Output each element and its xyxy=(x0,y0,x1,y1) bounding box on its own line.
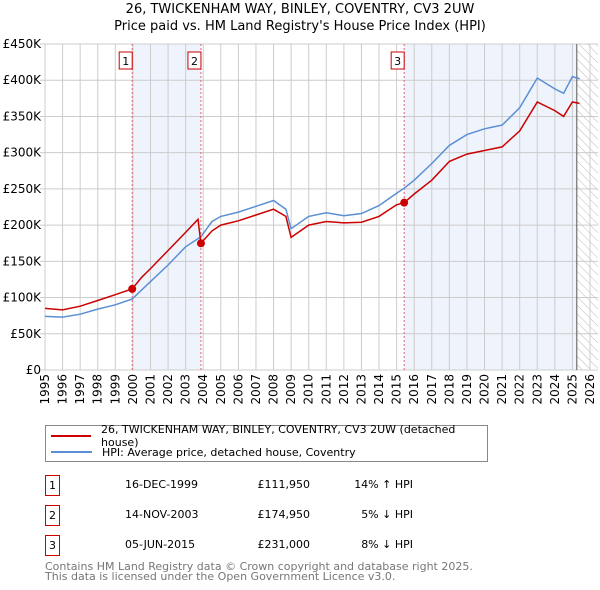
sale-marker-box: 3 xyxy=(45,535,60,556)
x-tick-label: 2012 xyxy=(337,374,351,405)
sale-marker-box xyxy=(187,51,202,70)
footer-line-1: Contains HM Land Registry data © Crown c… xyxy=(45,560,473,573)
chart-plot: 1995 1996 1997 1998 1999 2000 2001 2002 2003 2004… xyxy=(3,37,598,405)
x-tick-label: 2025 xyxy=(565,374,579,405)
x-tick-label: 2000 xyxy=(126,374,140,405)
x-tick-label: 2018 xyxy=(442,374,456,405)
sale-marker-box xyxy=(118,51,133,70)
sale-hpi-diff: 14% ↑ HPI xyxy=(354,478,413,491)
sale-marker-box: 1 xyxy=(45,475,60,496)
sale-marker-label: 1 xyxy=(122,55,129,68)
legend-swatch-blue xyxy=(51,451,92,453)
legend-item-property: 26, TWICKENHAM WAY, BINLEY, COVENTRY, CV… xyxy=(51,423,487,449)
x-tick-label: 2024 xyxy=(548,374,562,405)
footer-line-2: This data is licensed under the Open Gov… xyxy=(45,570,396,583)
sale-price: £231,000 xyxy=(257,538,311,551)
y-tick-label: £350K xyxy=(3,109,43,123)
price-line xyxy=(44,101,580,311)
x-tick-label: 1999 xyxy=(108,374,122,405)
x-tick-label: 1995 xyxy=(38,374,52,405)
sale-row: 1 16-DEC-1999 £111,950 14% ↑ HPI xyxy=(45,475,465,497)
x-tick-label: 2014 xyxy=(372,374,386,405)
sale-price: £174,950 xyxy=(257,508,311,521)
legend-swatch-red xyxy=(51,435,92,437)
sale-marker-label: 2 xyxy=(191,55,198,68)
legend-item-hpi: HPI: Average price, detached house, Cove… xyxy=(51,444,356,460)
x-tick-label: 2017 xyxy=(425,374,439,405)
sale-row: 3 05-JUN-2015 £231,000 8% ↓ HPI xyxy=(45,535,465,557)
y-tick-label: £300K xyxy=(3,146,43,160)
shaded-period xyxy=(404,44,577,370)
y-tick-label: £200K xyxy=(3,218,43,232)
sale-marker-label: 3 xyxy=(394,55,401,68)
x-tick-label: 2023 xyxy=(530,374,544,405)
legend-label: HPI: Average price, detached house, Cove… xyxy=(102,445,356,459)
shaded-period xyxy=(132,44,201,370)
sale-point xyxy=(400,198,409,207)
x-tick-label: 2011 xyxy=(319,374,333,405)
chart-title: 26, TWICKENHAM WAY, BINLEY, COVENTRY, CV… xyxy=(125,2,475,17)
x-tick-label: 1997 xyxy=(73,374,87,405)
sale-marker-box: 2 xyxy=(45,505,60,526)
sale-date: 05-JUN-2015 xyxy=(125,538,196,551)
x-tick-label: 2002 xyxy=(161,374,175,405)
sale-row: 2 14-NOV-2003 £174,950 5% ↓ HPI xyxy=(45,505,465,527)
sale-marker-box xyxy=(390,51,405,70)
projection-hatch xyxy=(576,44,598,370)
sale-point xyxy=(128,284,137,293)
x-tick-label: 2005 xyxy=(214,374,228,405)
y-tick-label: £150K xyxy=(3,254,43,268)
legend-label: 26, TWICKENHAM WAY, BINLEY, COVENTRY, CV… xyxy=(101,423,456,449)
sale-price: £111,950 xyxy=(257,478,311,491)
x-tick-label: 2015 xyxy=(390,374,404,405)
legend: 26, TWICKENHAM WAY, BINLEY, COVENTRY, CV… xyxy=(45,423,488,462)
y-tick-label: £50K xyxy=(10,327,42,341)
x-tick-label: 2003 xyxy=(179,374,193,405)
x-tick-label: 2019 xyxy=(460,374,474,405)
x-tick-label: 2001 xyxy=(143,374,157,405)
x-tick-label: 2007 xyxy=(249,374,263,405)
x-tick-label: 1998 xyxy=(91,374,105,405)
x-tick-label: 1996 xyxy=(56,374,70,405)
sale-date: 14-NOV-2003 xyxy=(125,508,199,521)
x-tick-label: 2008 xyxy=(267,374,281,405)
sale-hpi-diff: 8% ↓ HPI xyxy=(361,538,413,551)
x-tick-label: 2020 xyxy=(478,374,492,405)
x-tick-label: 2022 xyxy=(513,374,527,405)
x-tick-label: 2006 xyxy=(231,374,245,405)
x-tick-label: 2010 xyxy=(302,374,316,405)
x-tick-label: 2026 xyxy=(583,374,597,405)
y-tick-label: £400K xyxy=(3,73,43,87)
sale-hpi-diff: 5% ↓ HPI xyxy=(361,508,413,521)
y-tick-label: £250K xyxy=(3,182,43,196)
hpi-line xyxy=(44,75,580,318)
y-tick-label: £450K xyxy=(3,37,43,51)
y-tick-label: £0 xyxy=(26,363,41,377)
x-tick-label: 2004 xyxy=(196,374,210,405)
sale-date: 16-DEC-1999 xyxy=(125,478,199,491)
y-tick-label: £100K xyxy=(3,291,43,305)
x-tick-label: 2016 xyxy=(407,374,421,405)
x-tick-label: 2009 xyxy=(284,374,298,405)
chart-subtitle: Price paid vs. HM Land Registry's House … xyxy=(114,19,486,34)
footer: Contains HM Land Registry data © Crown c… xyxy=(45,560,473,583)
x-tick-label: 2021 xyxy=(495,374,509,405)
x-tick-label: 2013 xyxy=(354,374,368,405)
sale-point xyxy=(196,239,205,248)
